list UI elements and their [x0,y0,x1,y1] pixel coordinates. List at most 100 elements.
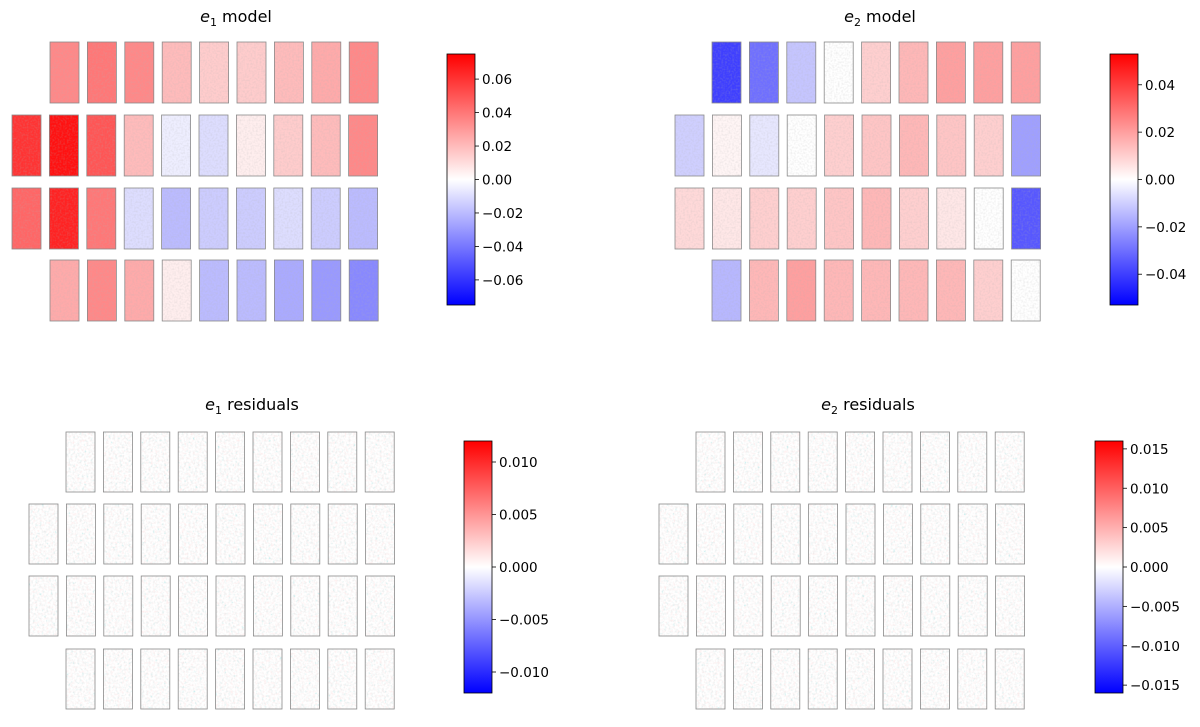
e2-residuals-ccd-frame [845,575,876,637]
e1-model-ccd-frame [123,114,154,177]
e1-model-ccd-texture [349,42,379,103]
e1-model-ccd-texture [274,42,304,103]
e2-model-ccd-texture [862,115,891,176]
e2-model-ccd-texture [749,260,779,321]
e1-residuals-ccd-texture [103,432,133,492]
e2-model-colorbar-tick-label: 0.02 [1145,125,1175,141]
e1-residuals-ccd-texture [178,576,208,636]
e2-model-colorbar-gradient [1110,54,1138,305]
e1-residuals-ccd-texture [365,576,395,636]
e1-model-ccd-frame [49,259,80,322]
e1-residuals-ccd-frame [215,503,246,565]
e2-model-ccd-frame [936,41,966,104]
e1-residuals-ccd-frame [327,575,358,637]
e2-residuals-ccd-frame [920,431,950,493]
e1-residuals-ccd-frame [103,648,133,710]
e2-model-ccd-texture [787,115,817,176]
e2-model-ccd-texture [1011,42,1041,103]
e1-model-ccd-texture [237,260,266,321]
e1-residuals-ccd-texture [216,576,245,636]
e2-residuals-ccd-frame [733,575,764,637]
e2-model-ccd-texture [899,42,928,103]
e1-residuals-ccd-frame [140,648,171,710]
e2-residuals-ccd-frame [733,431,763,493]
e2-residuals-ccd-frame [920,575,951,637]
e1-model-ccd-texture [236,188,266,249]
e1-model-ccd-texture [199,188,228,249]
e2-residuals-focal-plane [658,431,1025,710]
e2-residuals-ccd-texture [733,432,763,492]
e2-residuals-ccd-texture [957,649,987,709]
e2-residuals-ccd-texture [845,649,875,709]
e1-model-ccd-texture [87,260,117,321]
e2-model-ccd-texture [862,188,891,249]
e1-model-ccd-frame [273,187,304,250]
e2-residuals-ccd-texture [733,649,763,709]
e2-model-ccd-texture [1011,188,1041,249]
e2-residuals-ccd-frame [696,575,726,637]
e1-model-ccd-texture [348,188,378,249]
e1-residuals-ccd-frame [364,431,395,493]
e1-residuals-colorbar-tick-label: 0.010 [499,455,538,471]
e2-residuals-ccd-frame [995,503,1025,565]
e1-residuals-ccd-texture [327,432,357,492]
e1-model-ccd-frame [161,259,192,322]
e1-residuals-ccd-frame [252,575,283,637]
e2-residuals-ccd-frame [882,648,913,710]
e1-model-ccd-frame [11,187,42,250]
e2-residuals-ccd-frame [845,431,875,493]
e1-model-colorbar-tick-label: 0.04 [482,106,512,122]
e1-residuals-ccd-texture [178,432,208,492]
e1-model-ccd-texture [162,260,192,321]
e1-model-ccd-texture [236,115,266,176]
e1-residuals-ccd-frame [177,648,208,710]
e1-residuals-ccd-texture [66,504,96,564]
e2-model-ccd-frame [973,41,1004,104]
e2-model-ccd-texture [749,42,779,103]
e2-model-ccd-frame [973,114,1004,177]
e1-residuals-ccd-frame [327,503,358,565]
e1-model-ccd-frame [311,259,342,322]
e2-model-ccd-frame [1010,41,1041,104]
e2-residuals-ccd-texture [808,576,838,636]
e1-model-ccd-texture [50,260,79,321]
e1-model-ccd-texture [311,115,341,176]
e1-residuals-ccd-frame [289,648,320,710]
e2-residuals-ccd-texture [958,576,988,636]
e2-model-ccd-frame [712,187,742,250]
e2-model-ccd-frame [749,187,780,250]
e2-residuals-ccd-texture [846,576,875,636]
e1-residuals-ccd-texture [365,432,395,492]
e1-residuals-ccd-frame [327,648,358,710]
e2-residuals-ccd-texture [883,649,912,709]
e1-residuals-ccd-texture [290,432,320,492]
e1-residuals-ccd-frame [364,648,395,710]
e1-residuals-ccd-texture [178,649,208,709]
e1-residuals-colorbar-gradient [464,441,492,693]
e1-model-ccd-frame [348,41,379,104]
e2-model-ccd-frame [823,41,854,104]
e1-residuals-ccd-frame [65,431,96,493]
e2-residuals-ccd-texture [883,576,913,636]
e2-model-ccd-frame [973,259,1004,322]
e2-model-colorbar-tick-label: −0.02 [1145,220,1186,236]
e2-model-ccd-texture [786,260,816,321]
e1-residuals-ccd-frame [140,575,171,637]
e2-model-ccd-texture [712,188,742,249]
e1-model-ccd-texture [199,260,229,321]
e1-model-ccd-texture [162,42,192,103]
e2-model-ccd-texture [973,42,1003,103]
e2-model-colorbar-tick-label: 0.00 [1145,173,1175,189]
e1-residuals-colorbar-tick-label: 0.005 [499,508,538,524]
e1-model-ccd-frame [124,41,155,104]
e1-residuals-ccd-texture [66,432,95,492]
e1-residuals-ccd-frame [28,575,59,637]
e1-model-ccd-texture [50,42,79,103]
e2-model-ccd-texture [936,42,966,103]
e2-residuals-ccd-frame [957,431,988,493]
e2-model-ccd-texture [1011,115,1041,176]
e2-residuals-ccd-frame [808,575,838,637]
e1-model-ccd-frame [311,41,342,104]
e2-model-ccd-texture [824,260,854,321]
e1-model-ccd-frame [235,187,266,250]
